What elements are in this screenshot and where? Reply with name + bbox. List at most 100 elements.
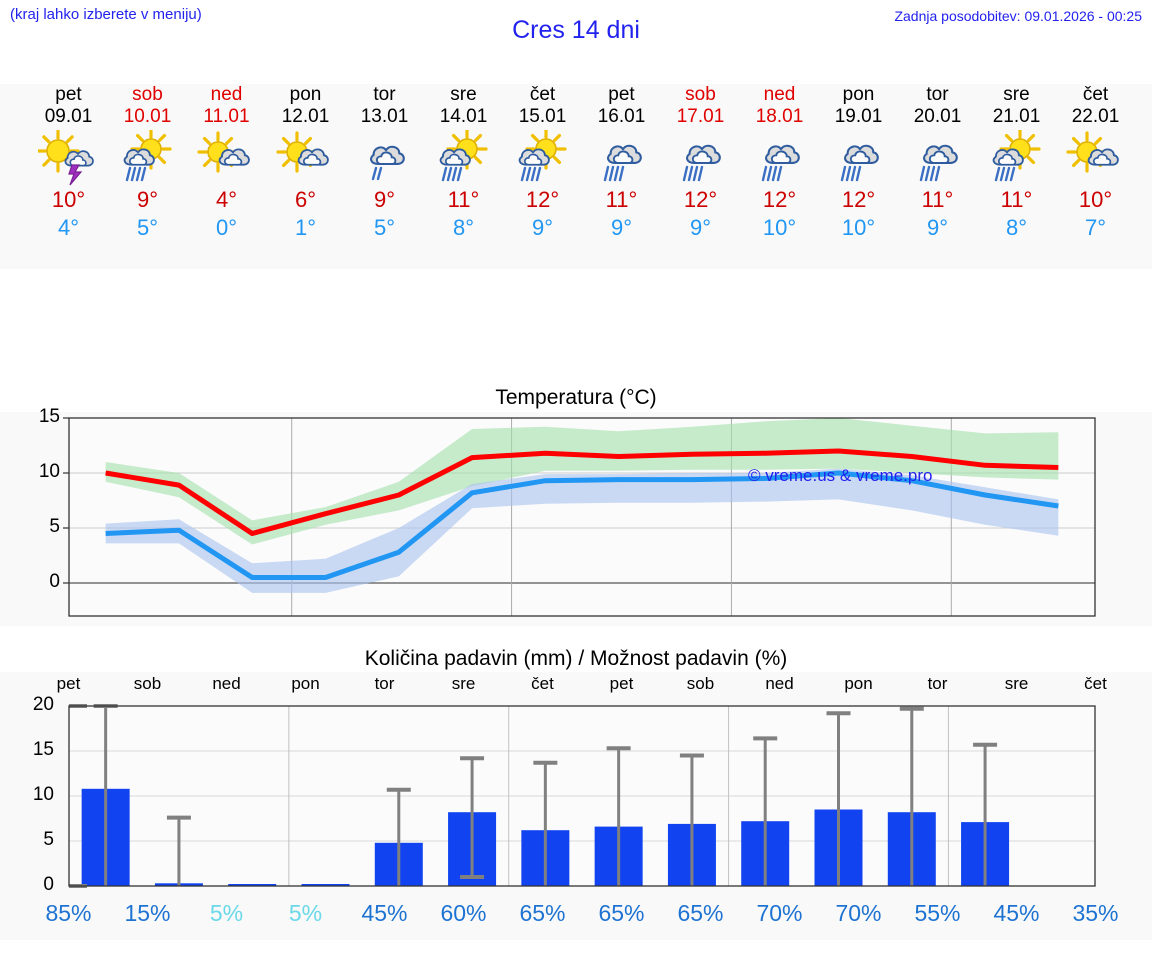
temperature-y-tick: 0: [49, 571, 60, 592]
cloud-rain-icon: [819, 130, 898, 186]
precipitation-probability: 55%: [914, 900, 961, 926]
max-temperature: 12°: [683, 187, 718, 212]
max-temperature: 11°: [605, 187, 638, 212]
precip-day-label: pet: [56, 674, 81, 693]
day-column[interactable]: ned 18.01 12° 10°: [740, 84, 819, 242]
min-temperature: 10°: [841, 215, 876, 240]
day-column[interactable]: čet 22.01 10° 7°: [1056, 84, 1135, 242]
precip-day-label: tor: [927, 674, 948, 693]
precip-day-label: sob: [686, 674, 715, 693]
day-column[interactable]: ned 11.01 4° 0°: [187, 84, 266, 242]
max-temperature: 11°: [447, 187, 480, 212]
day-column[interactable]: čet 15.01 12° 9°: [503, 84, 582, 242]
precip-day-label: sob: [133, 674, 162, 693]
day-date: 09.01: [44, 106, 93, 127]
precipitation-probability: 65%: [598, 900, 645, 926]
day-date: 14.01: [439, 106, 488, 127]
day-name: pon: [842, 84, 875, 105]
precip-day-label: sre: [1004, 674, 1029, 693]
day-column[interactable]: sob 10.01 9° 5°: [108, 84, 187, 242]
watermark-text: © vreme.us & vreme.pro: [748, 466, 933, 485]
precipitation-probability: 70%: [756, 900, 803, 926]
precip-y-tick: 5: [43, 829, 54, 850]
precip-y-tick: 15: [32, 739, 54, 760]
cloud-rain-icon: [582, 130, 661, 186]
precipitation-probability: 85%: [45, 900, 92, 926]
temperature-chart: 0 5 10 15: [0, 406, 1152, 626]
page-header: (kraj lahko izberete v meniju) Cres 14 d…: [0, 0, 1152, 58]
min-temperature: 0°: [215, 215, 238, 240]
precipitation-plot-area: [0, 698, 1152, 898]
day-date: 13.01: [360, 106, 409, 127]
min-temperature: 10°: [762, 215, 797, 240]
min-temperature: 4°: [57, 215, 80, 240]
precipitation-probability: 5%: [288, 900, 323, 926]
day-column[interactable]: sre 14.01 11° 8°: [424, 84, 503, 242]
sun-cloud-rain-icon: [977, 130, 1056, 186]
day-name: ned: [210, 84, 243, 105]
day-name: sob: [132, 84, 163, 105]
day-name: tor: [926, 84, 949, 105]
precipitation-probability: 65%: [519, 900, 566, 926]
cloud-light-rain-icon: [345, 130, 424, 186]
day-date: 18.01: [755, 106, 804, 127]
precip-y-tick: 0: [43, 874, 54, 895]
day-date: 15.01: [518, 106, 567, 127]
day-column[interactable]: pet 16.01 11° 9°: [582, 84, 661, 242]
precipitation-section: Količina padavin (mm) / Možnost padavin …: [0, 640, 1152, 940]
min-temperature: 8°: [452, 215, 475, 240]
day-date: 17.01: [676, 106, 725, 127]
max-temperature: 9°: [373, 187, 396, 212]
day-column[interactable]: pet 09.01 10° 4°: [29, 84, 108, 242]
temperature-y-tick: 10: [38, 461, 60, 482]
min-temperature: 9°: [926, 215, 949, 240]
precipitation-chart-title: Količina padavin (mm) / Možnost padavin …: [0, 647, 1152, 671]
temperature-chart-title: Temperatura (°C): [0, 386, 1152, 410]
day-column[interactable]: sre 21.01 11° 8°: [977, 84, 1056, 242]
day-date: 22.01: [1071, 106, 1120, 127]
sun-cloud-icon: [1056, 130, 1135, 186]
precipitation-probability: 45%: [361, 900, 408, 926]
precip-day-label: sre: [451, 674, 476, 693]
max-temperature: 11°: [1000, 187, 1033, 212]
precip-day-label: čet: [531, 674, 554, 693]
day-column[interactable]: pon 19.01 12° 10°: [819, 84, 898, 242]
precip-day-label: ned: [765, 674, 794, 693]
day-date: 11.01: [203, 106, 250, 127]
day-column[interactable]: tor 13.01 9° 5°: [345, 84, 424, 242]
max-temperature: 10°: [51, 187, 86, 212]
precipitation-probability: 70%: [835, 900, 882, 926]
max-temperature: 12°: [525, 187, 560, 212]
min-temperature: 7°: [1084, 215, 1107, 240]
max-temperature: 11°: [921, 187, 954, 212]
day-column[interactable]: tor 20.01 11° 9°: [898, 84, 977, 242]
temperature-y-tick: 5: [49, 516, 60, 537]
day-name: pet: [608, 84, 635, 105]
page-title: Cres 14 dni: [512, 16, 640, 44]
precip-y-tick: 10: [32, 784, 54, 805]
max-temperature: 4°: [215, 187, 238, 212]
precipitation-probability: 65%: [677, 900, 724, 926]
sun-cloud-icon: [266, 130, 345, 186]
sun-cloud-rain-icon: [503, 130, 582, 186]
day-name: čet: [529, 84, 556, 105]
precipitation-probability: 35%: [1072, 900, 1119, 926]
day-name: sre: [1003, 84, 1030, 105]
precipitation-probability: 45%: [993, 900, 1040, 926]
day-name: tor: [373, 84, 396, 105]
day-name: ned: [763, 84, 796, 105]
precip-day-label: pon: [291, 674, 320, 693]
cloud-rain-icon: [740, 130, 819, 186]
day-name: pet: [55, 84, 82, 105]
sun-cloud-icon: [187, 130, 266, 186]
cloud-rain-icon: [898, 130, 977, 186]
day-column[interactable]: sob 17.01 12° 9°: [661, 84, 740, 242]
max-temperature: 9°: [136, 187, 159, 212]
precip-day-label: tor: [374, 674, 395, 693]
sun-cloud-thunder-icon: [29, 130, 108, 186]
day-date: 21.01: [992, 106, 1041, 127]
cloud-rain-icon: [661, 130, 740, 186]
day-column[interactable]: pon 12.01 6° 1°: [266, 84, 345, 242]
max-temperature: 10°: [1078, 187, 1113, 212]
precipitation-probability: 60%: [440, 900, 487, 926]
